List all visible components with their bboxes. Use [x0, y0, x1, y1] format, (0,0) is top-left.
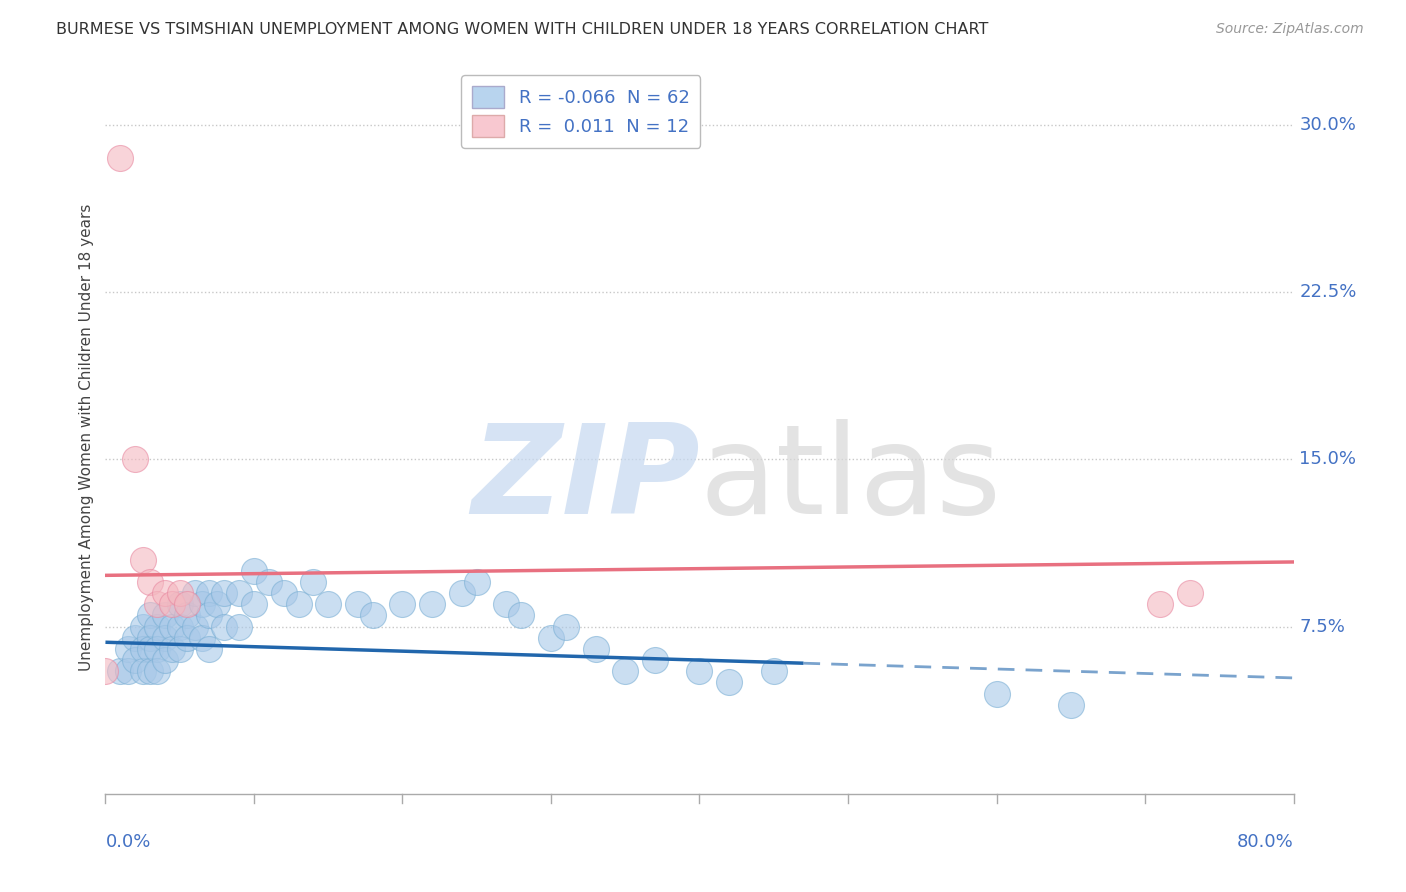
Point	[243, 598, 266, 612]
Legend: R = -0.066  N = 62, R =  0.011  N = 12: R = -0.066 N = 62, R = 0.011 N = 12	[461, 75, 700, 148]
Point	[153, 586, 176, 600]
Point	[554, 619, 576, 633]
Point	[718, 675, 741, 690]
Point	[139, 608, 162, 623]
Point	[110, 664, 132, 679]
Point	[495, 598, 517, 612]
Point	[391, 598, 413, 612]
Point	[169, 598, 191, 612]
Point	[162, 598, 184, 612]
Point	[191, 631, 214, 645]
Point	[124, 452, 146, 467]
Point	[361, 608, 384, 623]
Point	[146, 598, 169, 612]
Point	[169, 619, 191, 633]
Point	[117, 664, 139, 679]
Point	[316, 598, 339, 612]
Point	[124, 631, 146, 645]
Point	[644, 653, 666, 667]
Point	[162, 619, 184, 633]
Text: 0.0%: 0.0%	[105, 833, 150, 851]
Text: Source: ZipAtlas.com: Source: ZipAtlas.com	[1216, 22, 1364, 37]
Point	[153, 608, 176, 623]
Point	[191, 598, 214, 612]
Point	[139, 575, 162, 590]
Point	[139, 631, 162, 645]
Point	[465, 575, 488, 590]
Text: 22.5%: 22.5%	[1299, 283, 1357, 301]
Point	[287, 598, 309, 612]
Point	[762, 664, 785, 679]
Point	[117, 642, 139, 657]
Point	[1149, 598, 1171, 612]
Point	[420, 598, 443, 612]
Point	[1060, 698, 1083, 712]
Point	[183, 586, 205, 600]
Point	[273, 586, 295, 600]
Point	[347, 598, 370, 612]
Point	[198, 608, 221, 623]
Point	[146, 642, 169, 657]
Point	[169, 642, 191, 657]
Text: 80.0%: 80.0%	[1237, 833, 1294, 851]
Point	[131, 642, 153, 657]
Point	[228, 619, 250, 633]
Point	[302, 575, 325, 590]
Point	[228, 586, 250, 600]
Point	[146, 619, 169, 633]
Point	[124, 653, 146, 667]
Point	[139, 664, 162, 679]
Point	[214, 586, 236, 600]
Point	[176, 631, 198, 645]
Point	[243, 564, 266, 578]
Point	[94, 664, 117, 679]
Point	[176, 608, 198, 623]
Point	[153, 653, 176, 667]
Point	[139, 642, 162, 657]
Y-axis label: Unemployment Among Women with Children Under 18 years: Unemployment Among Women with Children U…	[79, 203, 94, 671]
Point	[540, 631, 562, 645]
Point	[986, 687, 1008, 701]
Text: atlas: atlas	[700, 419, 1001, 541]
Point	[153, 631, 176, 645]
Point	[162, 642, 184, 657]
Point	[131, 552, 153, 567]
Point	[450, 586, 472, 600]
Text: 7.5%: 7.5%	[1299, 617, 1346, 636]
Text: ZIP: ZIP	[471, 419, 700, 541]
Point	[257, 575, 280, 590]
Point	[614, 664, 637, 679]
Point	[689, 664, 711, 679]
Point	[110, 152, 132, 166]
Text: 30.0%: 30.0%	[1299, 116, 1357, 134]
Point	[131, 619, 153, 633]
Point	[585, 642, 607, 657]
Point	[131, 664, 153, 679]
Point	[146, 664, 169, 679]
Point	[1178, 586, 1201, 600]
Point	[198, 586, 221, 600]
Point	[183, 619, 205, 633]
Text: 15.0%: 15.0%	[1299, 450, 1357, 468]
Point	[205, 598, 228, 612]
Point	[510, 608, 533, 623]
Point	[198, 642, 221, 657]
Point	[176, 598, 198, 612]
Point	[214, 619, 236, 633]
Point	[169, 586, 191, 600]
Text: BURMESE VS TSIMSHIAN UNEMPLOYMENT AMONG WOMEN WITH CHILDREN UNDER 18 YEARS CORRE: BURMESE VS TSIMSHIAN UNEMPLOYMENT AMONG …	[56, 22, 988, 37]
